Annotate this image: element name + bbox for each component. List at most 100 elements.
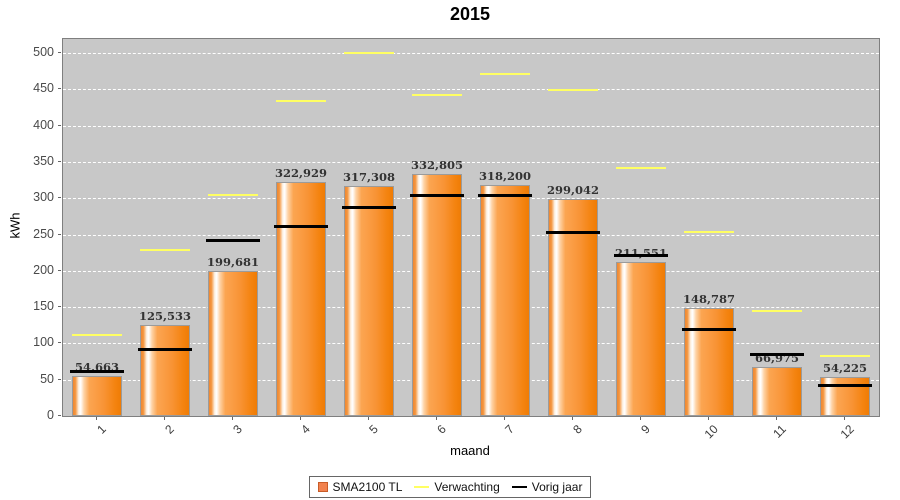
y-tick-250 [58,233,61,235]
expected-line-month-1 [72,333,122,336]
y-tick-label-200: 200 [33,262,54,277]
previous-year-line-month-12 [818,383,872,387]
y-tick-400 [58,124,61,126]
bar-value-label-month-9: 211,551 [607,246,675,260]
previous-year-line-month-2 [138,348,192,352]
x-tick-5 [368,417,369,420]
bar-month-9 [616,262,666,416]
legend-item-verwachting: Verwachting [414,480,500,494]
legend-box: SMA2100 TL Verwachting Vorig jaar [308,476,592,498]
expected-line-month-2 [140,249,190,252]
bar-month-3 [208,271,258,416]
y-tick-150 [58,306,61,308]
bar-month-6 [412,174,462,416]
y-tick-label-500: 500 [33,45,54,59]
y-tick-label-100: 100 [33,335,54,350]
y-tick-label-450: 450 [33,81,54,96]
bar-value-label-month-6: 332,805 [410,158,463,173]
expected-line-month-11 [752,309,802,312]
x-tick-label-9: 9 [638,422,653,437]
x-tick-4 [300,417,301,420]
bar-value-label-month-3: 199,681 [206,255,259,270]
x-tick-label-11: 11 [770,422,789,441]
x-tick-9 [640,417,641,420]
y-tick-500 [58,52,61,53]
x-tick-label-7: 7 [502,422,517,437]
y-tick-label-350: 350 [33,153,54,168]
bar-value-label-month-12: 54,225 [822,360,867,375]
previous-year-line-month-7 [478,193,532,197]
bar-value-label-month-10: 148,787 [682,291,735,306]
y-tick-label-300: 300 [33,190,54,205]
y-tick-200 [58,269,61,271]
y-tick-label-50: 50 [40,371,54,386]
x-tick-3 [232,417,233,420]
y-tick-label-150: 150 [33,299,54,314]
gridline-50 [63,379,879,381]
y-tick-50 [58,378,61,380]
x-tick-11 [776,417,777,420]
legend-label: SMA2100 TL [332,480,403,494]
x-tick-7 [504,417,505,420]
previous-year-line-swatch-icon [511,486,527,488]
expected-line-month-7 [480,73,530,76]
legend-label: Verwachting [434,480,500,494]
previous-year-line-month-11 [750,352,804,356]
y-tick-0 [58,415,61,416]
expected-line-swatch-icon [414,486,430,488]
gridline-300 [63,198,879,200]
bar-month-7 [480,184,530,416]
legend: SMA2100 TL Verwachting Vorig jaar [0,476,900,498]
expected-line-month-12 [820,355,870,358]
previous-year-line-month-10 [682,327,736,331]
bar-value-label-month-5: 317,308 [342,169,395,184]
y-axis-label: kWh [7,212,23,239]
gridline-250 [63,234,879,236]
y-tick-label-0: 0 [47,408,54,422]
x-tick-label-12: 12 [837,422,857,442]
previous-year-line-month-3 [206,239,260,243]
x-tick-label-1: 1 [94,422,109,437]
expected-line-month-6 [412,94,462,97]
bar-value-label-month-4: 322,929 [274,165,327,180]
y-tick-300 [58,197,61,199]
gridline-200 [63,270,879,272]
y-tick-100 [58,342,61,344]
x-tick-6 [436,417,437,420]
y-tick-350 [58,160,61,162]
bar-month-12 [820,376,870,416]
x-tick-12 [844,417,845,420]
bar-value-label-month-8: 299,042 [546,182,599,197]
expected-line-month-3 [208,194,258,197]
x-tick-label-8: 8 [570,422,585,437]
previous-year-line-month-5 [342,205,396,209]
x-tick-10 [708,417,709,420]
previous-year-line-month-9 [614,253,668,257]
x-tick-2 [164,417,165,420]
gridline-450 [63,89,879,91]
previous-year-line-month-1 [70,369,124,373]
y-tick-450 [58,88,61,90]
expected-line-month-5 [344,52,394,54]
plot-area: 54,663 125,533 199,681 322,929 317,308 332,80… [62,38,880,417]
bar-value-label-month-7: 318,200 [478,168,531,183]
y-tick-label-250: 250 [33,226,54,241]
x-tick-label-10: 10 [701,422,721,442]
previous-year-line-month-6 [410,193,464,197]
x-axis-label: maand [450,443,490,458]
gridline-150 [63,307,879,309]
legend-item-sma2100tl: SMA2100 TL [317,480,403,494]
previous-year-line-month-4 [274,224,328,228]
previous-year-line-month-8 [546,231,600,235]
gridline-400 [63,125,879,127]
expected-line-month-9 [616,167,666,170]
x-tick-8 [572,417,573,420]
bar-month-5 [344,185,394,416]
legend-label: Vorig jaar [531,480,583,494]
x-tick-label-3: 3 [230,422,245,437]
x-tick-label-6: 6 [434,422,449,437]
bar-month-2 [140,324,190,416]
gridline-500 [63,53,879,54]
expected-line-month-8 [548,89,598,92]
bar-month-11 [752,367,802,416]
